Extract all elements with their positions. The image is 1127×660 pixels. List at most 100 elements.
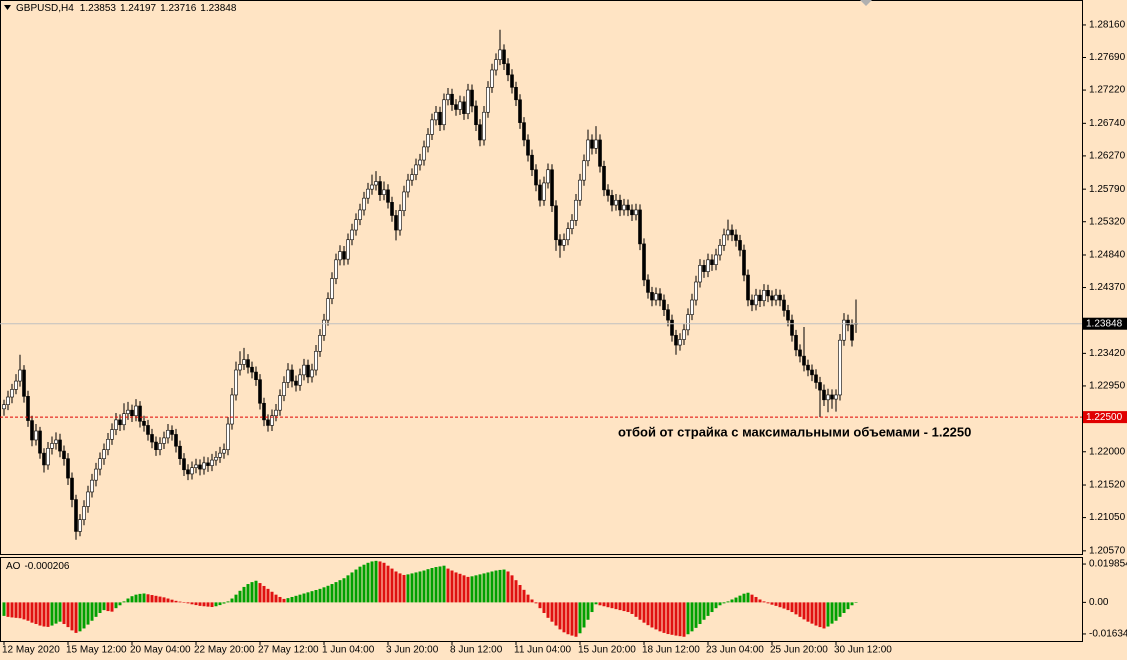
annotation: отбой от страйка с максимальными объемам… [618, 424, 971, 439]
y-tick-label: 1.21520 [1089, 480, 1126, 491]
candle-body [746, 274, 750, 301]
ao-bar [266, 588, 270, 603]
candle-body [558, 239, 562, 246]
candle-body [366, 188, 370, 199]
ao-bar [322, 587, 326, 603]
ao-bar [454, 572, 458, 603]
candle-body [86, 491, 90, 507]
ao-bar [374, 560, 378, 603]
ao-bar [298, 594, 302, 603]
y-tick-label: 1.26270 [1089, 151, 1126, 162]
ao-bar [174, 600, 178, 603]
ao-bar [746, 592, 750, 603]
candle-body [686, 314, 690, 331]
x-tick-label: 3 Jun 20:00 [386, 645, 439, 656]
ao-bar [650, 602, 654, 628]
candle-body [250, 366, 254, 373]
ao-bar [638, 602, 642, 620]
candle-body [190, 467, 194, 475]
candle-body [90, 479, 94, 493]
ao-bar [386, 565, 390, 603]
ao-bar [74, 602, 78, 633]
candle-body [770, 295, 774, 301]
candle-body [22, 369, 26, 397]
ao-bar [138, 593, 142, 603]
candle-body [434, 111, 438, 121]
ao-bar [526, 594, 530, 603]
y-tick-label: 1.27690 [1089, 52, 1126, 63]
candle-body [634, 209, 638, 216]
ao-bar [210, 602, 214, 608]
ao-bar [54, 602, 58, 624]
price-label-box [1083, 317, 1127, 330]
candle-body [26, 396, 30, 421]
candle-body [54, 439, 58, 444]
ao-bar [10, 602, 14, 618]
candle-body [382, 189, 386, 196]
candle-body [342, 251, 346, 260]
candle-body [490, 69, 494, 88]
ao-bar [246, 584, 250, 603]
candle-body [162, 437, 166, 444]
y-tick-label: 1.22950 [1089, 381, 1126, 392]
candle-body [826, 394, 830, 401]
candle-body [110, 429, 114, 440]
ao-bar [190, 602, 194, 605]
candle-body [818, 382, 822, 391]
candle-body [322, 319, 326, 336]
candle-body [822, 389, 826, 401]
candle-body [422, 146, 426, 161]
ao-bar [822, 602, 826, 629]
candle-body [142, 420, 146, 426]
ao-bar [378, 561, 382, 603]
ao-bar [790, 602, 794, 613]
ao-bar [706, 602, 710, 616]
ao-bar [126, 598, 130, 603]
candle-body [766, 290, 770, 297]
ao-bar [94, 602, 98, 617]
candle-body [598, 139, 602, 167]
candle-body [546, 169, 550, 184]
candle-body [574, 199, 578, 221]
candle-body [786, 310, 790, 321]
candle-body [806, 364, 810, 371]
ao-bar [154, 595, 158, 603]
ao-bar [846, 602, 850, 610]
candle-body [166, 429, 170, 439]
ao-bar [430, 568, 434, 603]
candle-body [638, 209, 642, 245]
ao-bar [498, 569, 502, 603]
ao-bar [338, 580, 342, 603]
ao-bar [766, 602, 770, 604]
ao-bar [554, 602, 558, 626]
level-label: 1.22500 [1086, 412, 1123, 423]
ao-bar [538, 602, 542, 609]
ao-bar [718, 602, 722, 606]
candle-body [842, 319, 846, 341]
candle-body [266, 419, 270, 426]
candle-body [482, 111, 486, 141]
ao-bar [242, 586, 246, 603]
y-tick-label: 1.26740 [1089, 118, 1126, 129]
last-open: 1.23853 [80, 3, 117, 14]
candle-body [650, 292, 654, 301]
candle-body [214, 457, 218, 461]
candle-body [114, 419, 118, 430]
ao-bar [654, 602, 658, 630]
candle-body [278, 395, 282, 411]
candle-body [306, 364, 310, 378]
ao-bar [282, 598, 286, 603]
candle-body [198, 464, 202, 470]
candle-body [234, 369, 238, 396]
menu-arrow[interactable] [4, 5, 11, 10]
candle-body [74, 499, 78, 532]
ao-bar [278, 596, 282, 603]
ao-bar [630, 602, 634, 614]
candle-body [466, 89, 470, 114]
candle-body [426, 134, 430, 148]
candle-body [222, 449, 226, 454]
candle-body [850, 324, 854, 341]
candle-body [50, 443, 54, 449]
candle-body [830, 394, 834, 400]
candle-body [158, 443, 162, 450]
